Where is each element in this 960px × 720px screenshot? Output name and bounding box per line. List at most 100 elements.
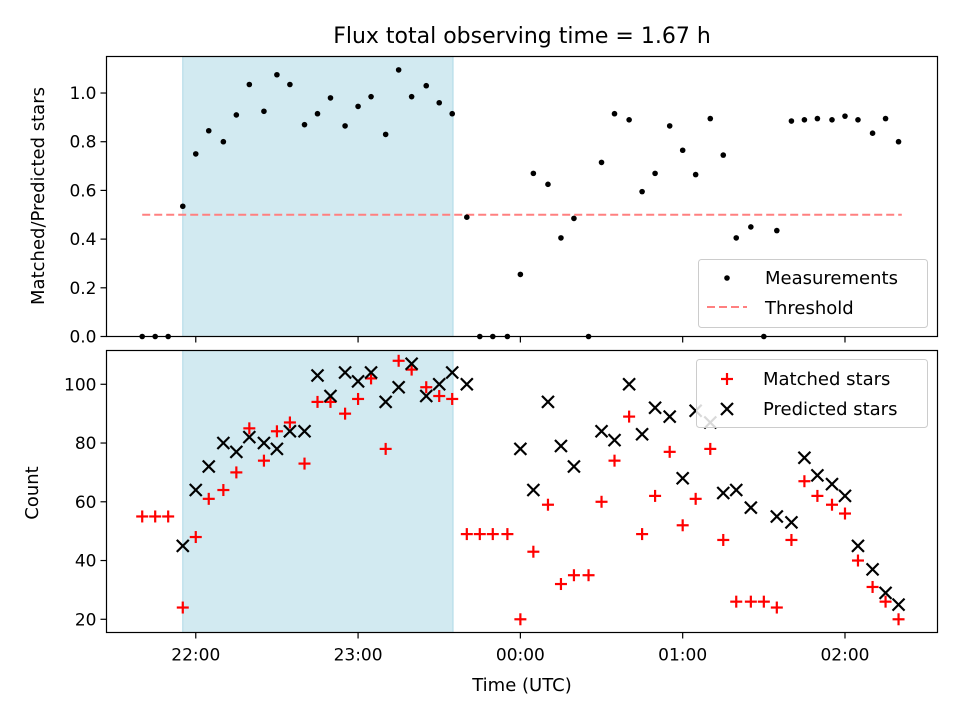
- legend-measurements-label: Measurements: [765, 268, 898, 289]
- measurement-point: [342, 123, 348, 129]
- legend-measurements-marker: [724, 275, 730, 281]
- measurement-point: [408, 93, 415, 100]
- predicted-star-point: [351, 374, 365, 389]
- measurement-point: [869, 130, 876, 136]
- legend-matched-label: Matched stars: [763, 369, 890, 390]
- ratio-y-tick-label: 0.8: [69, 133, 96, 153]
- matched-star-point: [501, 528, 514, 541]
- x-marker-b: [310, 368, 325, 383]
- predicted-star-point: [878, 586, 893, 600]
- ratio-legend-box: [698, 259, 928, 328]
- count-panel: 20 40 60 80 100 22:00 23:00 00:00 01:00 02:00 Cou…: [22, 349, 939, 666]
- x-marker-b: [432, 377, 447, 392]
- predicted-star-point: [310, 368, 325, 383]
- matched-star-point: [230, 466, 243, 479]
- matched-star-point: [446, 392, 459, 405]
- x-marker-b: [851, 539, 865, 553]
- legend-matched-marker: [721, 373, 733, 385]
- measurement-point: [246, 81, 253, 88]
- matched-star-point: [567, 569, 580, 582]
- x-marker-b: [878, 586, 893, 600]
- measurement-point: [530, 170, 537, 177]
- x-marker-b: [216, 436, 231, 450]
- x-marker-b: [567, 459, 581, 474]
- x-marker-b: [622, 377, 636, 392]
- x-marker-b: [554, 439, 568, 453]
- count-y-tick-label: 80: [75, 434, 97, 454]
- measurement-point: [301, 121, 308, 128]
- chart-title: Flux total observing time = 1.67 h: [333, 24, 711, 49]
- matched-star-point: [420, 381, 433, 394]
- matched-star-point: [298, 457, 311, 470]
- count-y-tick-label: 60: [75, 493, 97, 513]
- measurement-point: [666, 123, 673, 129]
- x-marker-b: [865, 562, 880, 577]
- measurement-point: [707, 115, 714, 122]
- matched-star-point: [798, 475, 811, 488]
- predicted-star-point: [851, 539, 865, 553]
- measurement-point: [558, 235, 564, 241]
- predicted-star-point: [513, 442, 528, 456]
- matched-star-point: [392, 354, 405, 367]
- matched-star-point: [162, 510, 175, 523]
- matched-star-point: [339, 407, 352, 420]
- matched-star-point: [270, 425, 283, 438]
- x-marker-b: [729, 483, 744, 497]
- x-marker-b: [810, 468, 825, 483]
- measurement-point: [274, 71, 280, 78]
- count-panel-frame: [105, 349, 939, 634]
- matched-star-point: [554, 578, 567, 591]
- predicted-star-point: [229, 445, 244, 459]
- ratio-y-tick-label: 0.4: [69, 230, 96, 250]
- predicted-star-point: [419, 389, 434, 403]
- x-marker-b: [283, 424, 297, 439]
- x-tick-label: 00:00: [496, 646, 545, 666]
- x-marker-b: [825, 477, 839, 491]
- matched-star-point: [785, 533, 798, 546]
- matched-star-point: [866, 580, 879, 593]
- count-axis-label: Count: [22, 466, 43, 519]
- matched-star-point: [527, 545, 540, 558]
- x-marker-b: [460, 377, 474, 392]
- predicted-star-point: [323, 389, 338, 403]
- matched-star-point: [405, 363, 418, 376]
- x-marker-b: [635, 427, 649, 441]
- predicted-star-point: [541, 395, 555, 409]
- measurement-point: [679, 147, 686, 154]
- predicted-star-point: [729, 483, 744, 497]
- ratio-y-tick-label: 0.2: [69, 279, 96, 299]
- x-marker-b: [744, 500, 758, 515]
- matched-star-point: [136, 510, 149, 523]
- measurement-point: [287, 81, 293, 88]
- measurement-point: [733, 235, 740, 241]
- measurement-point: [233, 112, 240, 118]
- x-marker-b: [378, 395, 393, 409]
- predicted-star-point: [460, 377, 474, 392]
- matched-star-point: [433, 390, 446, 403]
- x-axis-label: Time (UTC): [471, 675, 572, 696]
- x-tick-label: 22:00: [171, 646, 220, 666]
- x-marker-b: [364, 365, 378, 380]
- predicted-star-point: [784, 515, 799, 530]
- measurement-point: [639, 188, 645, 195]
- x-marker-b: [513, 442, 528, 456]
- measurement-point: [788, 118, 795, 124]
- measurement-point: [423, 82, 430, 89]
- x-tick-label: 02:00: [820, 646, 869, 666]
- matched-star-point: [541, 498, 554, 511]
- x-marker-b: [176, 539, 190, 553]
- x-marker-b: [838, 489, 852, 503]
- measurement-point: [314, 110, 321, 117]
- matched-star-point: [582, 569, 595, 582]
- predicted-star-point: [526, 483, 541, 497]
- predicted-star-point: [825, 477, 839, 491]
- predicted-star-point: [338, 365, 352, 380]
- predicted-star-point: [675, 471, 690, 486]
- count-y-tick-label: 40: [75, 552, 97, 572]
- x-marker-b: [297, 424, 312, 439]
- measurement-point: [395, 67, 402, 73]
- x-marker-b: [257, 436, 271, 450]
- measurement-point: [436, 99, 443, 106]
- x-marker-b: [648, 401, 662, 415]
